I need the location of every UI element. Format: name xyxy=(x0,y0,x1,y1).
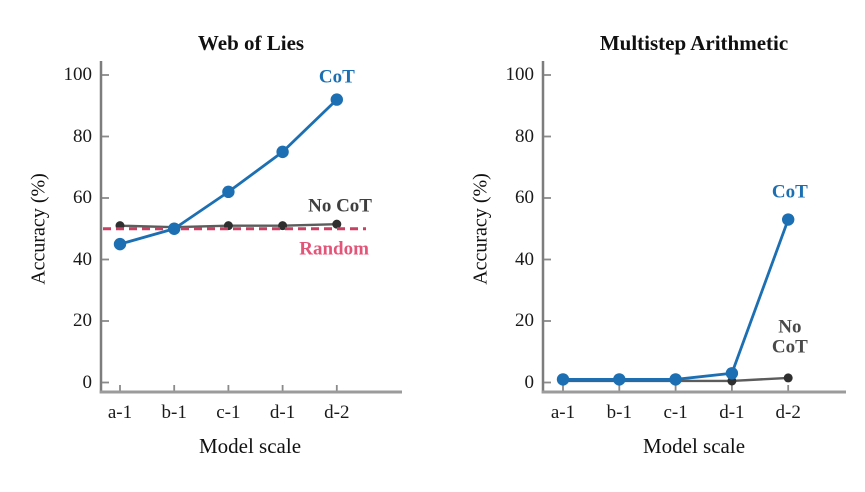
y-tick-label: 0 xyxy=(524,371,535,393)
no-cot-point xyxy=(332,219,342,229)
no-cot-point xyxy=(783,373,793,383)
cot-point xyxy=(669,373,682,386)
x-tick-label: c-1 xyxy=(663,402,688,423)
chart1-x-axis-label: Model scale xyxy=(198,434,302,458)
y-tick-label: 20 xyxy=(73,310,92,331)
x-tick-label: d-2 xyxy=(324,402,350,423)
x-tick-label: d-2 xyxy=(775,402,801,423)
cot-point xyxy=(782,213,795,226)
chart2-x-axis-label: Model scale xyxy=(642,434,746,458)
x-tick-label: d-1 xyxy=(719,402,745,423)
cot-line xyxy=(563,219,790,381)
chart-web-of-lies xyxy=(99,61,402,394)
y-tick-label: 60 xyxy=(73,187,92,208)
cot-point xyxy=(276,145,289,159)
cot-point xyxy=(222,185,235,199)
annotation-no-cot: No CoT xyxy=(308,195,372,217)
x-tick-label: c-1 xyxy=(216,402,241,423)
x-tick-label: b-1 xyxy=(161,402,187,423)
x-tick-label: b-1 xyxy=(606,402,632,423)
annotation-cot: CoT xyxy=(318,66,355,88)
y-tick-label: 100 xyxy=(63,64,93,85)
y-tick-label: 60 xyxy=(515,187,534,208)
cot-point xyxy=(168,222,181,235)
cot-point xyxy=(725,367,739,380)
x-tick-label: d-1 xyxy=(269,402,296,423)
chart1-title: Web of Lies xyxy=(197,31,305,55)
annotation-cot: CoT xyxy=(771,182,808,204)
y-tick-label: 80 xyxy=(73,125,92,147)
y-tick-label: 80 xyxy=(515,125,534,147)
cot-point xyxy=(556,373,570,386)
chart2-title: Multistep Arithmetic xyxy=(599,31,789,55)
x-tick-label: a-1 xyxy=(107,402,133,423)
no-cot-point xyxy=(278,221,288,231)
x-tick-label: a-1 xyxy=(550,402,576,423)
cot-point xyxy=(613,373,626,386)
annotation-random: Random xyxy=(299,238,369,260)
y-tick-label: 40 xyxy=(73,248,92,270)
y-tick-label: 0 xyxy=(82,371,93,393)
y-tick-label: 100 xyxy=(505,64,535,85)
chart-multistep-arithmetic xyxy=(541,61,846,394)
y-tick-label: 20 xyxy=(515,310,534,331)
cot-point xyxy=(330,93,343,106)
y-tick-label: 40 xyxy=(515,248,534,270)
annotation-no-cot: No CoT xyxy=(771,316,808,358)
cot-point xyxy=(113,237,127,251)
